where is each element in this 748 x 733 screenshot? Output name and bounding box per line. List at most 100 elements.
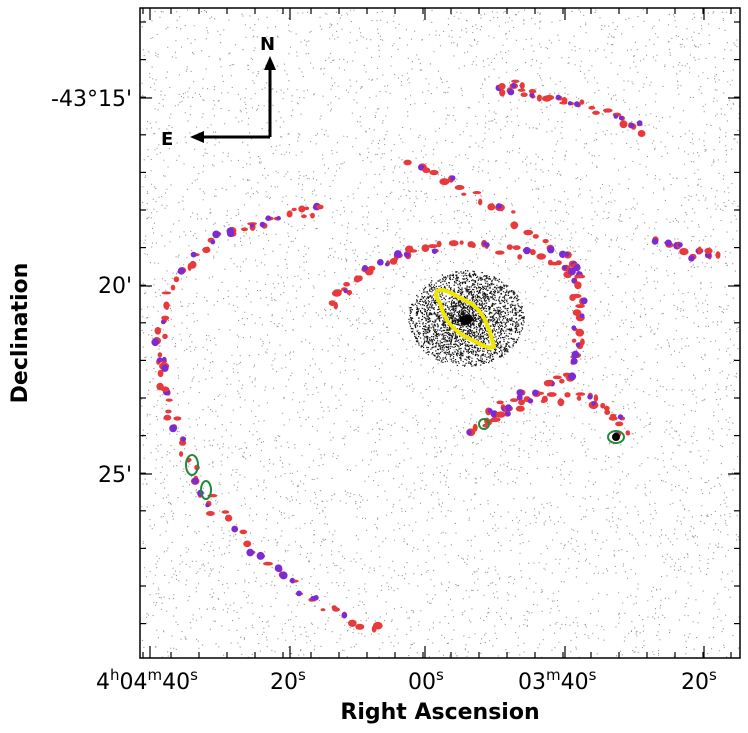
uv-knot: [310, 596, 316, 601]
x-tick-label-1: 20s: [270, 666, 306, 695]
uv-knot: [664, 239, 672, 247]
hi-knot: [161, 291, 172, 295]
hi-knot: [173, 276, 180, 283]
hi-knot: [517, 88, 526, 92]
uv-knot: [617, 414, 624, 420]
hi-knot: [557, 398, 565, 407]
companion-nucleus: [612, 433, 620, 441]
hi-knot: [495, 250, 505, 255]
compass-north-label: N: [260, 34, 275, 55]
y-tick-label-25: 25': [98, 463, 132, 488]
map-panel-background: [140, 8, 740, 658]
uv-knot: [547, 246, 555, 254]
uv-knot: [562, 265, 568, 270]
uv-knot: [180, 436, 187, 442]
hi-knot: [403, 159, 412, 166]
hi-knot: [498, 83, 506, 90]
uv-knot: [523, 246, 531, 255]
uv-knot: [579, 313, 585, 319]
hi-knot: [333, 301, 338, 310]
hi-knot: [552, 375, 562, 380]
hi-knot: [286, 210, 293, 218]
hi-knot: [499, 89, 506, 97]
hi-knot: [304, 206, 310, 211]
hi-knot: [241, 227, 248, 232]
x-axis-title: Right Ascension: [340, 700, 539, 725]
hi-knot: [536, 94, 542, 102]
uv-knot: [529, 92, 535, 98]
hi-knot: [162, 333, 168, 340]
hi-knot: [515, 405, 525, 412]
uv-knot: [568, 372, 577, 381]
uv-knot: [495, 203, 502, 210]
green-contour: [185, 454, 199, 476]
uv-knot: [628, 122, 635, 129]
hi-knot: [263, 561, 273, 566]
uv-knot: [274, 564, 283, 572]
hi-knot: [637, 130, 646, 137]
hi-knot: [575, 328, 585, 337]
hi-knot: [603, 405, 610, 411]
uv-knot: [151, 338, 159, 347]
hi-knot: [541, 395, 548, 403]
hi-knot: [161, 315, 170, 321]
hi-knot: [518, 399, 525, 406]
compass-east-label: E: [161, 129, 173, 150]
hi-knot: [439, 178, 450, 186]
hi-knot: [157, 352, 163, 358]
x-tick-label-4: 20s: [681, 666, 717, 695]
hi-knot: [487, 203, 496, 211]
uv-knot: [343, 288, 348, 294]
hi-knot: [519, 82, 525, 90]
hi-knot: [331, 605, 337, 610]
uv-knot: [169, 424, 178, 433]
hi-knot: [291, 207, 297, 212]
hi-knot: [478, 198, 483, 206]
hi-knot: [511, 210, 516, 214]
uv-knot: [484, 242, 490, 248]
uv-knot: [394, 250, 402, 258]
uv-knot: [265, 215, 272, 221]
hi-knot: [530, 249, 536, 256]
uv-knot: [507, 88, 515, 96]
uv-knot: [279, 571, 288, 580]
uv-knot: [688, 255, 695, 262]
uv-knot: [341, 612, 348, 619]
green-contour: [200, 480, 212, 500]
hi-knot: [520, 92, 528, 97]
hi-knot: [575, 304, 585, 309]
uv-knot: [505, 410, 511, 417]
hi-knot: [592, 110, 600, 115]
uv-knot: [487, 408, 493, 414]
hi-knot: [604, 409, 611, 416]
uv-knot: [190, 251, 197, 258]
hi-knot: [588, 105, 596, 110]
hi-knot: [298, 205, 306, 213]
hi-knot: [154, 327, 162, 335]
hi-knot: [173, 416, 182, 421]
uv-knot: [516, 389, 524, 397]
uv-knot: [580, 297, 588, 305]
uv-knot: [618, 115, 624, 121]
hi-knot: [320, 608, 326, 612]
uv-knot: [636, 120, 643, 126]
nucleus-contour: [433, 287, 496, 350]
hi-knot: [542, 239, 549, 244]
hi-knot: [579, 99, 585, 105]
uv-knot: [490, 410, 498, 418]
uv-knot: [511, 82, 517, 89]
hi-knot: [528, 89, 537, 94]
hi-knot: [575, 392, 586, 396]
uv-knot: [449, 175, 456, 181]
spiral-arm-knots: [151, 79, 721, 633]
green-contour: [607, 430, 625, 444]
hi-knot: [156, 382, 164, 391]
hi-knot: [206, 511, 215, 516]
uv-knot: [431, 248, 438, 254]
uv-knot: [532, 389, 539, 396]
compass: N E: [161, 34, 276, 150]
hi-knot: [353, 275, 361, 283]
uv-knot: [677, 242, 683, 248]
hi-knot: [333, 289, 343, 294]
